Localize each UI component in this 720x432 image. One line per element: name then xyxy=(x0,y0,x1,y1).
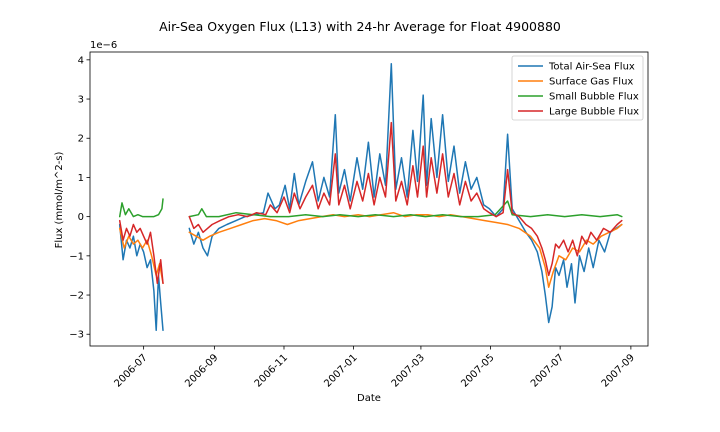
chart-title: Air-Sea Oxygen Flux (L13) with 24-hr Ave… xyxy=(159,19,561,34)
y-tick-label: 0 xyxy=(78,212,84,223)
y-tick-label: −3 xyxy=(69,330,84,341)
y-tick-label: −2 xyxy=(69,291,84,302)
legend-label: Total Air-Sea Flux xyxy=(548,62,635,73)
y-offset-label: 1e−6 xyxy=(90,40,117,51)
series-line-small-bubble-flux xyxy=(118,198,623,218)
x-axis-label: Date xyxy=(357,393,381,404)
axes-frame xyxy=(89,51,649,347)
legend: Total Air-Sea Flux Surface Gas Flux Small … xyxy=(511,55,644,121)
legend-label: Small Bubble Flux xyxy=(549,92,639,103)
y-tick-label: 1 xyxy=(78,173,84,184)
series-layer xyxy=(118,63,623,332)
y-axis-label: Flux (mmol/m^2-s) xyxy=(54,151,65,248)
plot-area xyxy=(89,51,649,347)
y-tick-label: −1 xyxy=(69,251,84,262)
series-line-large-bubble-flux xyxy=(118,121,623,285)
legend-box xyxy=(511,55,644,121)
legend-label: Large Bubble Flux xyxy=(549,107,639,118)
y-tick-label: 2 xyxy=(78,134,84,145)
legend-label: Surface Gas Flux xyxy=(549,77,633,88)
y-tick-label: 4 xyxy=(78,55,84,66)
series-line-total-air-sea-flux xyxy=(118,63,623,332)
y-axis-ticks: −3 −2 −1 0 1 2 3 4 xyxy=(69,55,90,341)
y-tick-label: 3 xyxy=(78,95,84,106)
